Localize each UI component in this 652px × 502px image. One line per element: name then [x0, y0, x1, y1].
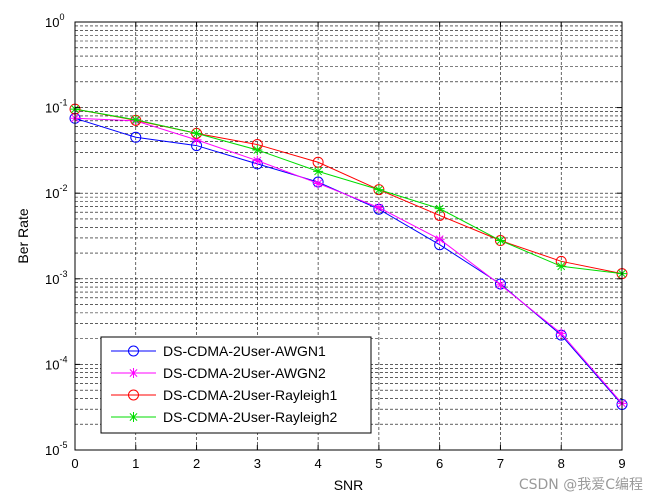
y-axis-label: Ber Rate	[15, 208, 31, 263]
x-tick-label: 3	[254, 456, 261, 471]
x-axis-label: SNR	[334, 477, 364, 493]
y-tick-label: 10-5	[45, 440, 67, 458]
data-point	[130, 114, 141, 125]
data-point	[373, 202, 384, 213]
legend-label: DS-CDMA-2User-AWGN1	[163, 343, 326, 359]
data-point	[191, 134, 202, 145]
data-point	[252, 144, 263, 155]
legend-label: DS-CDMA-2User-AWGN2	[163, 365, 326, 381]
data-point	[434, 234, 445, 245]
x-tick-label: 1	[132, 456, 139, 471]
y-tick-label: 10-1	[45, 98, 67, 116]
watermark: CSDN @我爱C编程	[519, 477, 643, 493]
y-tick-label: 100	[45, 12, 64, 30]
x-tick-label: 9	[618, 456, 625, 471]
y-tick-label: 10-3	[45, 269, 67, 287]
data-point	[313, 166, 324, 177]
legend-marker	[128, 345, 139, 357]
data-point	[313, 178, 324, 189]
x-tick-label: 4	[314, 456, 321, 471]
series-line	[74, 108, 623, 275]
legend-marker	[128, 412, 139, 422]
data-point	[130, 131, 142, 143]
legend-label: DS-CDMA-2User-Rayleigh1	[163, 387, 337, 403]
data-point	[556, 261, 567, 272]
series-layer	[69, 103, 628, 411]
data-point	[556, 328, 567, 339]
data-point	[495, 235, 506, 246]
x-tick-label: 6	[436, 456, 443, 471]
x-tick-label: 7	[497, 456, 504, 471]
legend: DS-CDMA-2User-AWGN1 DS-CDMA-2User-AWGN2 DS…	[100, 336, 372, 434]
y-tick-label: 10-2	[45, 183, 67, 201]
data-point	[434, 203, 445, 214]
data-point	[252, 155, 263, 166]
series-line	[74, 117, 623, 404]
data-point	[495, 279, 506, 290]
x-tick-label: 8	[558, 456, 565, 471]
data-point	[373, 184, 384, 195]
legend-marker	[128, 368, 139, 378]
y-tick-label: 10-4	[45, 354, 67, 372]
plot-frame	[74, 21, 623, 451]
legend-marker	[128, 389, 139, 401]
x-tick-label: 5	[375, 456, 382, 471]
data-point	[191, 128, 202, 139]
series-2	[70, 113, 627, 409]
ticks: 0 1 2 3 4 5 6 7 8 9 10-5 10-4 10-3 10-2 10-1 100	[45, 12, 626, 471]
legend-label: DS-CDMA-2User-Rayleigh2	[163, 409, 337, 425]
x-tick-label: 2	[193, 456, 200, 471]
x-tick-label: 0	[71, 456, 78, 471]
